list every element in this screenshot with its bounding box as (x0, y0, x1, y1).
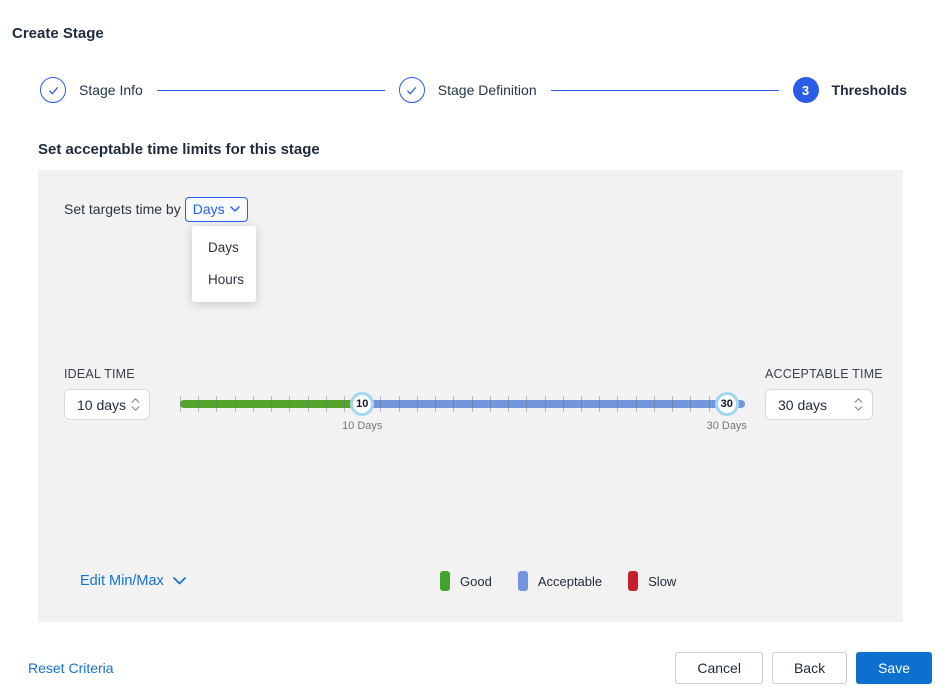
slider-handle[interactable]: 30 (714, 392, 739, 416)
handle-caption: 10 Days (342, 420, 383, 432)
thresholds-panel: Set targets time by Days Days Hours IDEA… (38, 170, 903, 622)
step-label: Thresholds (831, 82, 908, 98)
stepper-down-icon[interactable] (131, 406, 140, 411)
handle-caption: 30 Days (706, 420, 747, 432)
ideal-time-input[interactable] (65, 390, 131, 419)
back-button[interactable]: Back (771, 652, 848, 684)
time-unit-menu: Days Hours (192, 226, 256, 302)
legend-label: Good (460, 573, 492, 589)
step-stage-definition[interactable]: Stage Definition (398, 77, 537, 103)
time-unit-dropdown[interactable]: Days (184, 196, 248, 222)
ideal-time-field (64, 389, 150, 420)
legend-item-acceptable: Acceptable (517, 571, 603, 591)
step-thresholds[interactable]: 3 Thresholds (792, 77, 908, 103)
edit-min-max-label: Edit Min/Max (80, 573, 164, 589)
check-circle-icon (40, 77, 66, 103)
slider-ticks (180, 396, 745, 412)
chevron-down-icon (172, 577, 186, 585)
stepper-connector (550, 89, 779, 91)
legend-item-good: Good (440, 571, 492, 591)
acceptable-time-input[interactable] (766, 390, 854, 419)
acceptable-swatch (517, 571, 528, 591)
step-label: Stage Info (79, 82, 143, 98)
legend-label: Acceptable (537, 573, 603, 589)
footer-buttons: Cancel Back Save (675, 652, 932, 684)
ideal-time-label: IDEAL TIME (64, 367, 135, 381)
stepper-up-icon[interactable] (131, 398, 140, 403)
menu-item-hours[interactable]: Hours (208, 272, 245, 287)
legend-item-slow: Slow (628, 571, 676, 591)
reset-criteria-link[interactable]: Reset Criteria (28, 660, 114, 676)
step-number-badge: 3 (792, 77, 819, 103)
stepper: Stage Info Stage Definition 3 Thresholds (40, 77, 907, 103)
check-circle-icon (398, 77, 425, 103)
slider-track-good[interactable] (180, 400, 363, 408)
slider-track-acceptable[interactable] (180, 400, 745, 408)
save-button[interactable]: Save (856, 652, 932, 684)
stepper-up-icon[interactable] (854, 398, 863, 403)
slider-handle[interactable]: 10 (350, 392, 375, 416)
page-title: Create Stage (12, 25, 104, 42)
section-heading: Set acceptable time limits for this stag… (38, 141, 320, 158)
good-swatch (440, 571, 450, 591)
slow-swatch (628, 571, 639, 591)
chevron-down-icon (229, 206, 240, 212)
targets-label: Set targets time by (64, 201, 181, 217)
legend: Good Acceptable Slow (440, 571, 676, 591)
value-stepper (854, 398, 872, 411)
step-label: Stage Definition (437, 82, 537, 98)
time-unit-selected: Days (192, 201, 225, 217)
acceptable-time-field (765, 389, 873, 420)
value-stepper (131, 398, 149, 411)
step-stage-info[interactable]: Stage Info (40, 77, 143, 103)
acceptable-time-label: ACCEPTABLE TIME (765, 367, 883, 381)
legend-label: Slow (648, 573, 677, 589)
edit-min-max-link[interactable]: Edit Min/Max (80, 573, 186, 589)
cancel-button[interactable]: Cancel (675, 652, 763, 684)
stepper-connector (156, 89, 385, 91)
stepper-down-icon[interactable] (854, 406, 863, 411)
menu-item-days[interactable]: Days (208, 240, 239, 255)
time-range-slider: 10 10 Days 30 30 Days (180, 392, 747, 438)
targets-row: Set targets time by Days (64, 196, 248, 222)
